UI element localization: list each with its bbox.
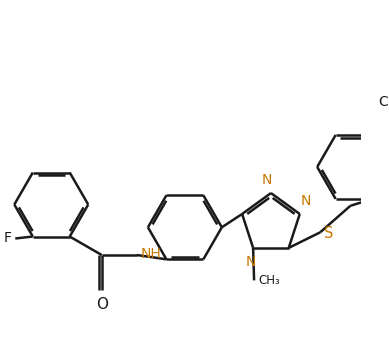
Text: CH₃: CH₃ [258,274,280,287]
Text: N: N [300,194,311,208]
Text: O: O [96,297,108,312]
Text: S: S [324,226,333,241]
Text: F: F [4,232,11,246]
Text: N: N [246,255,256,269]
Text: NH: NH [141,247,161,261]
Text: Cl: Cl [379,95,389,109]
Text: N: N [262,173,272,187]
